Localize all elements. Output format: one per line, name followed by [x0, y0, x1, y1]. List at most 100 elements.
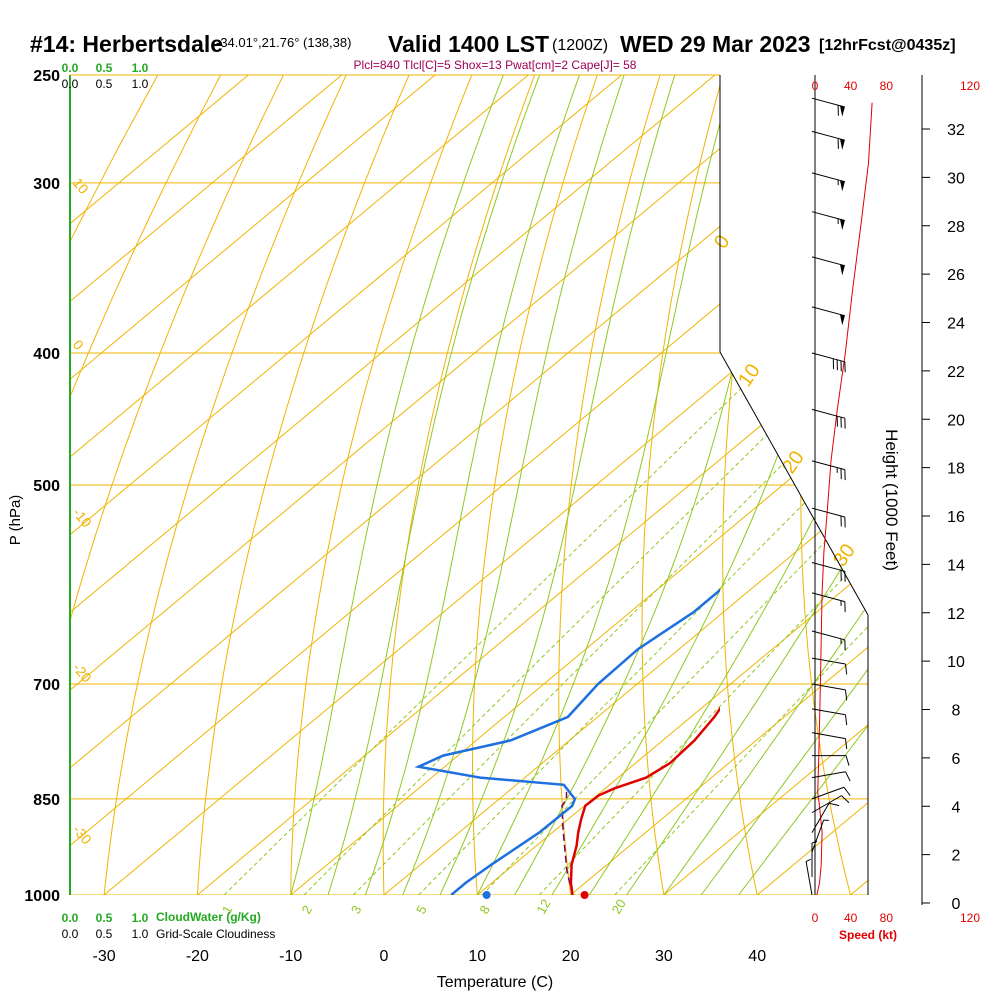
isotherm-line	[383, 75, 868, 895]
wind-barb-pennant	[840, 314, 845, 326]
dry-adiabat-line	[472, 75, 607, 895]
moist-adiabat-line	[402, 75, 625, 895]
cloud-water-title: CloudWater (g/Kg)	[156, 910, 261, 924]
wind-barb	[811, 683, 848, 701]
wind-barb	[805, 858, 813, 896]
x-tick-label: 40	[748, 948, 766, 965]
stability-indices: Plcl=840 Tlcl[C]=5 Shox=13 Pwat[cm]=2 Ca…	[354, 58, 637, 72]
moist-adiabat-line	[700, 75, 868, 895]
x-tick-label: 30	[655, 948, 673, 965]
mixing-ratio-line	[481, 352, 868, 895]
wind-speed-line	[816, 102, 873, 896]
dry-adiabat-line	[70, 75, 234, 895]
wind-barb-flag	[844, 738, 848, 750]
wind-barb	[811, 786, 851, 800]
wind-barb-staff	[811, 786, 845, 800]
mixing-ratio-line	[303, 352, 851, 895]
dry-adiabat-line	[558, 75, 669, 895]
wind-barb	[811, 592, 846, 613]
cloudiness-tick-bottom: 0.5	[96, 927, 113, 941]
x-tick-label: -10	[279, 948, 302, 965]
isotherm-line	[70, 75, 868, 895]
station-title: #14: Herbertsdale	[30, 31, 223, 57]
wind-barb-flag	[844, 714, 848, 726]
wind-barb-staff	[811, 708, 846, 716]
cloud-water-tick-bottom: 0.0	[62, 911, 79, 925]
cloud-water-tick-bottom: 1.0	[132, 911, 149, 925]
dry-adiabat-line	[641, 75, 731, 895]
cloudiness-tick-top: 0.0	[62, 77, 79, 91]
isotherm-line	[70, 75, 529, 895]
surface-temperature-point	[580, 891, 589, 899]
moist-adiabat-line	[290, 75, 504, 895]
utc-time: (1200Z)	[552, 37, 608, 54]
wind-barb-staff	[811, 562, 845, 572]
wind-barb-flag	[844, 689, 848, 701]
height-tick-label: 2	[952, 848, 961, 865]
mixing-ratio-label: 2	[298, 903, 315, 917]
isotherm-line	[850, 75, 868, 895]
wind-barb-staff	[811, 819, 825, 853]
mixing-ratio-line	[538, 352, 868, 895]
x-tick-label: -20	[186, 948, 209, 965]
moist-adiabat-line	[626, 75, 868, 895]
wind-barb	[811, 771, 851, 782]
wind-barb-staff	[811, 592, 845, 603]
height-tick-label: 14	[947, 557, 965, 574]
height-tick-label: 28	[947, 219, 965, 236]
wind-barb-flag	[845, 755, 850, 766]
mixing-ratio-line	[353, 352, 868, 895]
wind-barb-staff	[811, 97, 845, 108]
height-tick-label: 16	[947, 509, 965, 526]
speed-axis-title: Speed (kt)	[839, 928, 897, 942]
cloudiness-title: Grid-Scale Cloudiness	[156, 927, 275, 941]
wind-barb	[811, 130, 845, 150]
isotherm-line	[290, 75, 868, 895]
speed-tick-label-top: 120	[960, 79, 980, 93]
wind-barb-pennant	[840, 138, 845, 150]
speed-tick-label-bottom: 120	[960, 911, 980, 925]
height-tick-label: 6	[952, 751, 961, 768]
height-tick-label: 24	[947, 316, 965, 333]
isotherm-line	[70, 75, 622, 895]
height-tick-label: 12	[947, 606, 965, 623]
cloud-water-tick-top: 1.0	[132, 61, 149, 75]
speed-tick-label-top: 80	[880, 79, 894, 93]
wind-barb	[811, 460, 846, 481]
height-tick-label: 10	[947, 654, 965, 671]
pressure-tick-label: 400	[33, 346, 60, 363]
wind-barb-staff	[811, 771, 846, 779]
speed-tick-label-bottom: 80	[880, 911, 894, 925]
valid-time: Valid 1400 LST	[388, 31, 549, 57]
wind-barb	[811, 507, 846, 528]
wind-barb-staff	[811, 130, 845, 141]
x-tick-label: 0	[380, 948, 389, 965]
wind-barb	[811, 630, 846, 651]
mixing-ratio-label: 3	[348, 903, 365, 917]
wind-barb	[811, 795, 850, 814]
wind-barb	[811, 211, 845, 231]
wind-barb	[811, 408, 846, 429]
cloudiness-tick-bottom: 1.0	[132, 927, 149, 941]
dry-adiabat-line	[70, 75, 296, 895]
height-tick-label: 22	[947, 364, 965, 381]
wind-barb-pennant	[840, 180, 845, 192]
isotherm-line	[944, 75, 1000, 895]
moist-adiabat-line	[439, 75, 676, 895]
x-tick-label: -30	[93, 948, 116, 965]
dry-adiabat-line	[195, 75, 420, 895]
height-tick-label: 26	[947, 267, 965, 284]
pressure-tick-label: 300	[33, 176, 60, 193]
isotherm-line	[570, 75, 868, 895]
cloudiness-tick-bottom: 0.0	[62, 927, 79, 941]
wind-barb	[811, 562, 846, 582]
moist-adiabat-line	[663, 75, 868, 895]
mixing-ratio-label: 12	[533, 896, 553, 916]
wind-barb-half-flag	[805, 858, 811, 862]
parcel-trace-line	[561, 791, 574, 895]
wind-barb	[811, 352, 846, 373]
surface-dewpoint-point	[482, 891, 491, 899]
wind-barb-staff	[811, 256, 845, 267]
wind-barb-staff	[811, 802, 830, 833]
isotherm-line	[756, 75, 868, 895]
